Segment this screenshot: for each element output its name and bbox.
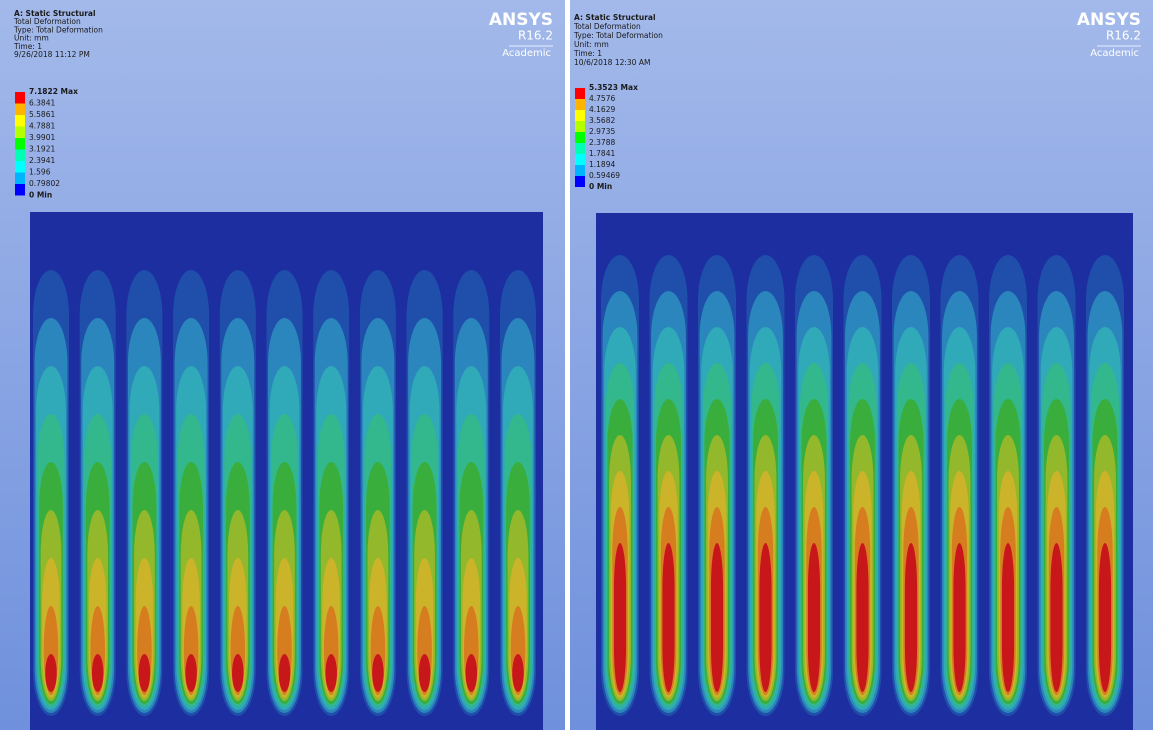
legend-label: 5.3523 Max — [589, 83, 638, 92]
legend-label: 1.596 — [29, 168, 51, 177]
fin-contour — [465, 654, 478, 692]
legend-band — [575, 99, 585, 110]
fin-contour — [807, 543, 821, 692]
legend-label: 6.3841 — [29, 99, 55, 108]
fin-contour — [1050, 543, 1063, 692]
legend-band — [575, 121, 585, 132]
legend-label: 0 Min — [29, 191, 52, 200]
header-line: Type: Total Deformation — [573, 31, 663, 40]
legend-label: 7.1822 Max — [29, 87, 78, 96]
legend-label: 0.79802 — [29, 179, 60, 188]
logo-edition: Academic — [502, 48, 551, 59]
legend-label: 0.59469 — [589, 171, 620, 180]
header-line: Type: Total Deformation — [13, 25, 103, 34]
header-line: Total Deformation — [573, 22, 641, 31]
logo-brand: ANSYS — [1077, 10, 1141, 30]
fin-contour — [953, 543, 966, 692]
legend-label: 4.1629 — [589, 105, 615, 114]
legend-band — [575, 154, 585, 165]
logo-version: R16.2 — [1106, 29, 1141, 43]
fin-contour — [91, 654, 104, 692]
legend-label: 1.1894 — [589, 160, 615, 169]
fin-contour — [1098, 543, 1112, 692]
fin-contour — [138, 654, 151, 692]
fin-contour — [613, 543, 627, 692]
legend-label: 3.1921 — [29, 145, 55, 154]
header-line: Unit: mm — [14, 34, 49, 43]
legend-label: 4.7576 — [589, 94, 615, 103]
legend-band — [575, 143, 585, 154]
logo-brand: ANSYS — [489, 10, 553, 30]
legend-label: 1.7841 — [589, 149, 615, 158]
header-line: Time: 1 — [13, 42, 42, 51]
fin-contour — [710, 543, 724, 692]
legend-label: 2.3941 — [29, 156, 55, 165]
legend-band — [575, 165, 585, 176]
legend-band — [15, 126, 25, 138]
fin-contour — [45, 654, 57, 692]
fin-contour — [856, 543, 869, 692]
header-line: 9/26/2018 11:12 PM — [14, 50, 90, 59]
legend-band — [15, 115, 25, 127]
legend-band — [15, 161, 25, 173]
fin-contour — [512, 654, 524, 692]
legend-band — [575, 88, 585, 99]
header-line: Unit: mm — [574, 40, 609, 49]
legend-label: 2.9735 — [589, 127, 615, 136]
fin-contour — [232, 654, 244, 692]
header-title: A: Static Structural — [14, 9, 96, 18]
header-title: A: Static Structural — [574, 13, 656, 22]
fin-contour — [759, 543, 772, 692]
fin-contour — [418, 654, 431, 692]
legend-band — [15, 103, 25, 115]
fin-contour — [904, 543, 918, 692]
legend-label: 5.5861 — [29, 110, 55, 119]
fin-contour — [325, 654, 337, 692]
header-line: Time: 1 — [573, 49, 602, 58]
legend-band — [15, 92, 25, 104]
fin-contour — [1001, 543, 1015, 692]
legend-band — [575, 110, 585, 121]
fin-contour — [185, 654, 197, 692]
fin-contour — [278, 654, 291, 692]
legend-label: 3.9901 — [29, 133, 55, 142]
legend-label: 4.7881 — [29, 122, 55, 131]
logo-version: R16.2 — [518, 29, 553, 43]
legend-label: 2.3788 — [589, 138, 615, 147]
legend-label: 3.5682 — [589, 116, 615, 125]
legend-band — [15, 184, 25, 196]
legend-band — [575, 176, 585, 187]
legend-band — [575, 132, 585, 143]
fin-contour — [372, 654, 384, 692]
header-line: Total Deformation — [13, 17, 81, 26]
fin-contour — [662, 543, 675, 692]
legend-band — [15, 172, 25, 184]
header-line: 10/6/2018 12:30 AM — [574, 58, 650, 67]
legend-band — [15, 149, 25, 161]
legend-band — [15, 138, 25, 150]
logo-edition: Academic — [1090, 48, 1139, 59]
legend-label: 0 Min — [589, 182, 612, 191]
